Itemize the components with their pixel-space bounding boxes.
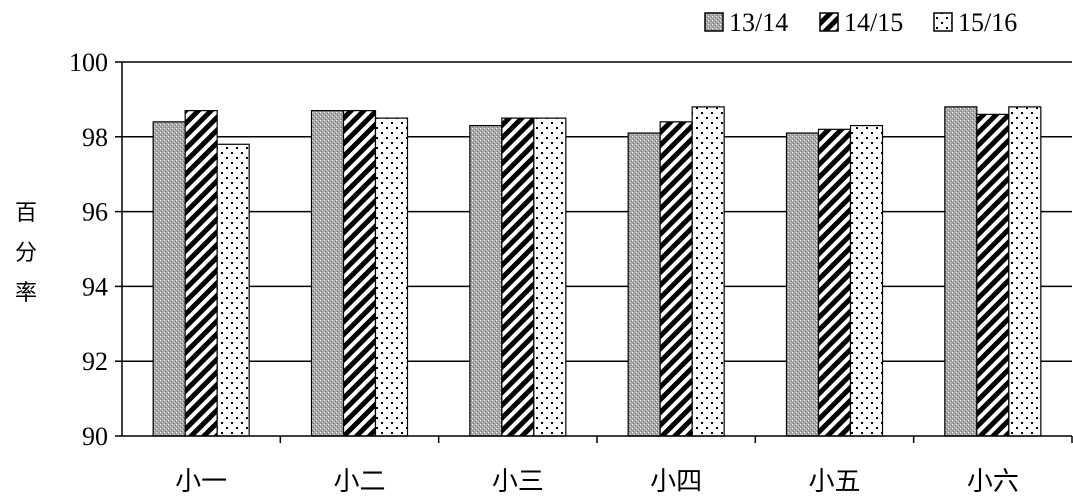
y-tick-label: 96 — [82, 198, 108, 227]
bar-15-16 — [533, 117, 567, 437]
x-category-label: 小二 — [333, 467, 385, 497]
y-tick-label: 92 — [82, 347, 108, 376]
axis-labels: 90 92 94 96 98 100 小一 小二 小三 小四 小五 小六 百分率 — [15, 48, 1019, 497]
bar-14-15 — [659, 121, 693, 437]
y-tick-label: 90 — [82, 422, 108, 451]
y-axis-label-char: 率 — [15, 281, 37, 306]
legend-label: 14/15 — [844, 8, 903, 37]
y-tick-label: 98 — [82, 123, 108, 152]
x-category-label: 小五 — [808, 467, 860, 497]
x-category-label: 小三 — [492, 467, 544, 497]
bar-14-15 — [501, 117, 535, 437]
legend-label: 15/16 — [958, 8, 1017, 37]
legend-swatch — [704, 12, 724, 32]
bar-13-14 — [469, 124, 503, 437]
axes — [115, 61, 1073, 443]
x-category-label: 小六 — [967, 467, 1019, 497]
y-axis-label-char: 百 — [15, 201, 37, 226]
bar-14-15 — [342, 110, 377, 437]
bar-14-15 — [817, 128, 852, 437]
y-axis-label-char: 分 — [15, 241, 37, 266]
bar-15-16 — [216, 143, 250, 437]
bar-15-16 — [1008, 106, 1042, 437]
legend-label: 13/14 — [729, 8, 788, 37]
bar-14-15 — [184, 110, 218, 437]
bar-13-14 — [310, 110, 345, 437]
bar-15-16 — [691, 106, 725, 437]
y-tick-label: 100 — [69, 48, 108, 77]
x-category-label: 小一 — [175, 467, 227, 497]
gridlines — [122, 61, 1072, 362]
bar-14-15 — [976, 113, 1010, 437]
bars — [152, 106, 1042, 437]
legend-swatch — [819, 12, 839, 32]
legend-swatch — [933, 12, 953, 32]
bar-13-14 — [627, 132, 661, 437]
x-category-label: 小四 — [650, 467, 702, 497]
bar-13-14 — [152, 121, 186, 437]
bar-15-16 — [374, 117, 409, 437]
bar-13-14 — [944, 106, 978, 437]
bar-13-14 — [785, 132, 820, 437]
y-tick-label: 94 — [82, 272, 108, 301]
bar-15-16 — [849, 124, 884, 437]
legend: 13/14 14/15 15/16 — [704, 8, 1017, 37]
